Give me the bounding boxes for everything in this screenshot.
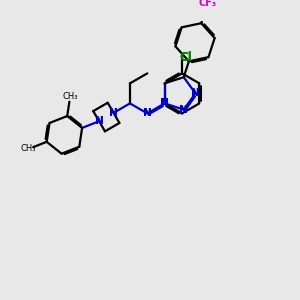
Text: Cl: Cl	[179, 51, 192, 64]
Text: N: N	[179, 105, 188, 115]
Text: N: N	[109, 108, 118, 118]
Text: N: N	[109, 108, 118, 118]
Text: N: N	[143, 108, 152, 118]
Text: N: N	[160, 98, 169, 108]
Text: N: N	[191, 88, 200, 98]
Text: N: N	[143, 108, 152, 118]
Text: CF₃: CF₃	[199, 0, 217, 8]
Text: Cl: Cl	[179, 51, 192, 64]
Text: N: N	[160, 98, 169, 108]
Text: N: N	[179, 105, 188, 115]
Text: CH₃: CH₃	[21, 145, 36, 154]
Text: N: N	[160, 98, 169, 108]
Text: CH₃: CH₃	[62, 92, 78, 101]
Text: N: N	[95, 116, 103, 126]
Text: N: N	[191, 88, 200, 98]
Text: N: N	[160, 98, 169, 108]
Text: N: N	[95, 116, 103, 126]
